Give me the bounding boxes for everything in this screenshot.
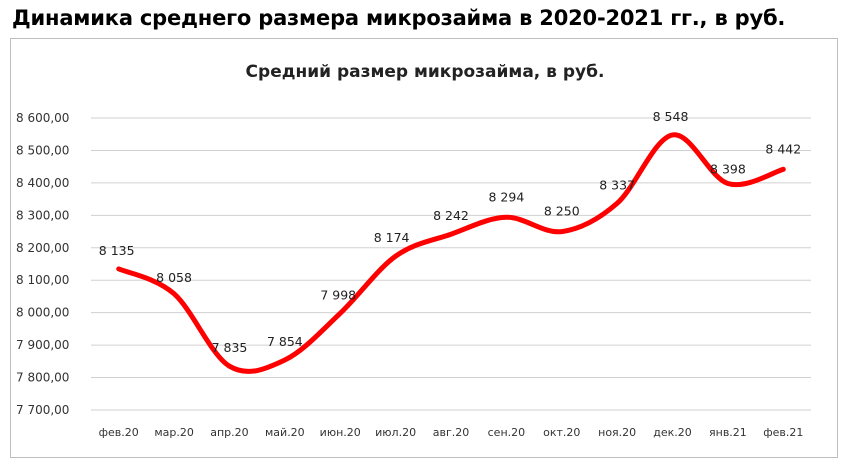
data-label: 8 058 <box>156 270 192 285</box>
y-tick-label: 8 500,00 <box>16 143 69 157</box>
data-label: 7 835 <box>212 340 248 355</box>
line-chart: Средний размер микрозайма, в руб. 7 700,… <box>16 62 811 439</box>
data-label: 8 135 <box>99 243 135 258</box>
x-tick-label: май.20 <box>265 426 305 439</box>
y-tick-label: 7 800,00 <box>16 371 69 385</box>
x-tick-label: фев.21 <box>763 426 803 439</box>
data-label: 8 442 <box>765 141 801 156</box>
data-labels: 8 135 8 058 7 835 7 854 7 998 8 174 8 242 8 294… <box>99 109 801 355</box>
y-tick-label: 7 700,00 <box>16 403 69 417</box>
x-tick-label: янв.21 <box>709 426 747 439</box>
x-tick-label: фев.20 <box>99 426 139 439</box>
series-line-layer <box>116 132 786 374</box>
data-label: 8 242 <box>433 208 469 223</box>
x-axis-ticks: фев.20 мар.20 апр.20 май.20 июн.20 июл.20 авг.… <box>99 426 804 439</box>
series-line <box>116 132 786 374</box>
x-tick-label: окт.20 <box>543 426 580 439</box>
y-tick-label: 8 200,00 <box>16 241 69 255</box>
x-tick-label: июл.20 <box>375 426 416 439</box>
x-tick-label: сен.20 <box>488 426 526 439</box>
x-tick-label: июн.20 <box>320 426 361 439</box>
y-tick-label: 8 600,00 <box>16 111 69 125</box>
y-tick-label: 8 400,00 <box>16 176 69 190</box>
page-heading: Динамика среднего размера микрозайма в 2… <box>12 6 786 30</box>
y-tick-label: 7 900,00 <box>16 338 69 352</box>
x-tick-label: дек.20 <box>653 426 692 439</box>
data-label: 8 250 <box>544 204 580 219</box>
chart-title: Средний размер микрозайма, в руб. <box>246 62 605 82</box>
y-axis-ticks: 7 700,00 7 800,00 7 900,00 8 000,00 8 100,00… <box>16 111 69 417</box>
data-label: 8 294 <box>488 189 524 204</box>
x-tick-label: апр.20 <box>210 426 248 439</box>
y-tick-label: 8 100,00 <box>16 273 69 287</box>
y-tick-label: 8 000,00 <box>16 306 69 320</box>
x-tick-label: ноя.20 <box>598 426 636 439</box>
data-label: 8 337 <box>599 177 635 192</box>
data-label: 8 548 <box>653 109 689 124</box>
chart-frame: Средний размер микрозайма, в руб. 7 700,… <box>10 38 838 458</box>
data-label: 8 174 <box>374 230 410 245</box>
x-tick-label: авг.20 <box>433 426 470 439</box>
x-tick-label: мар.20 <box>154 426 194 439</box>
data-label: 7 998 <box>320 287 356 302</box>
data-label: 7 854 <box>267 334 303 349</box>
y-tick-label: 8 300,00 <box>16 208 69 222</box>
data-label: 8 398 <box>710 162 746 177</box>
